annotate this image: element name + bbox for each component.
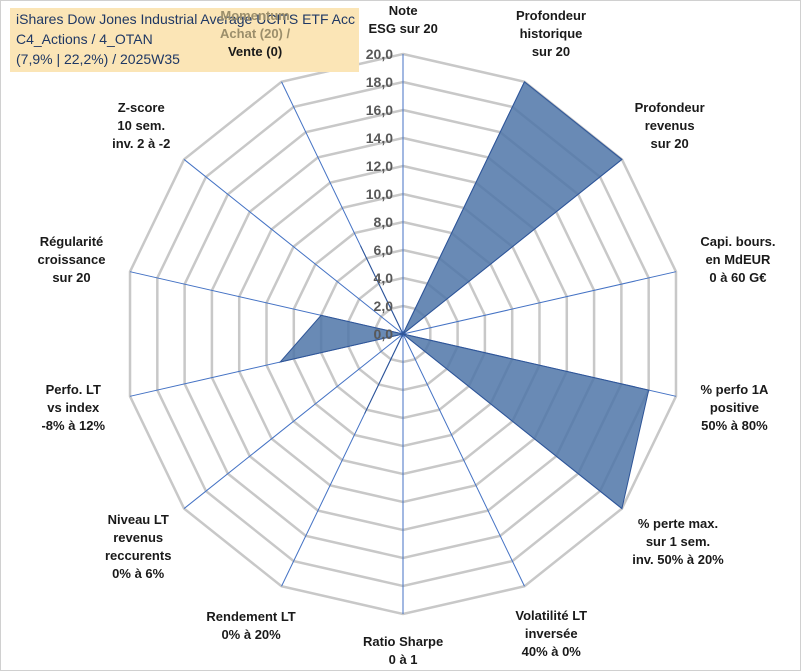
axis-label-line: -8% à 12% [41,418,106,434]
axis-label-line: inv. 2 à -2 [112,136,171,152]
axis-label: Z-score 10 sem. inv. 2 à -2 [112,99,170,153]
axis-label-line: reccurents [104,548,172,564]
tick-label: 8,0 [374,214,394,230]
axis-label: Profondeur historique sur 20 [516,7,586,61]
axis-label-line: sur 20 [531,43,571,59]
tick-label: 2,0 [374,298,394,314]
tick-label: 12,0 [366,158,393,174]
axis-label-line: sur 20 [52,269,91,285]
chart-title-line2: C4_Actions / 4_OTAN [16,31,153,47]
axis-label-line: revenus [113,530,164,546]
axis-label-line: croissance [37,251,106,267]
axis-label-line: Capi. bours. [700,233,776,249]
axis-spoke [402,333,525,587]
tick-label: 4,0 [374,270,394,286]
axis-spoke [183,333,404,509]
axis-label-line: Volatilité LT [515,608,588,624]
axis-label: Capi. bours. en MdEUR 0 à 60 G€ [700,233,775,287]
tick-label: 6,0 [374,242,394,258]
axis-label: % perte max. sur 1 sem. inv. 50% à 20% [632,515,724,569]
axis-label-line: Rendement LT [206,608,296,624]
axis-label-line: Profondeur [515,7,587,23]
axis-label: % perfo 1A positive 50% à 80% [700,381,768,435]
axis-label-line: 0% à 20% [221,626,281,642]
axis-label-line: Z-score [117,100,165,116]
tick-label: 14,0 [366,130,393,146]
axis-spoke [402,271,677,335]
axis-label-line: vs index [47,400,100,416]
axis-label-line: sur 1 sem. [645,533,711,549]
tick-label: 16,0 [366,102,393,118]
axis-label-line: Achat (20) / [220,25,291,41]
axis-label: Note ESG sur 20 [369,2,438,38]
axis-label-line: en MdEUR [705,251,771,267]
tick-label: 20,0 [366,46,393,62]
axis-label-line: revenus [644,118,695,134]
chart-title-line1: iShares Dow Jones Industrial Average UCI… [16,11,355,27]
tick-label: 0,0 [374,326,394,342]
axis-label-line: Vente (0) [227,43,283,59]
axis-label-line: 40% à 0% [521,644,581,660]
axis-label-line: % perte max. [637,515,719,531]
axis-label-line: 0 à 1 [388,652,418,667]
axis-label-line: Momentum [220,7,290,23]
axis-label: Rendement LT 0% à 20% [206,608,295,644]
axis-spoke [183,159,404,335]
axis-label-line: 50% à 80% [701,418,768,434]
tick-label: 18,0 [366,74,393,90]
axis-label: Volatilité LT inversée 40% à 0% [515,607,587,661]
axis-label-line: inv. 50% à 20% [632,551,724,567]
axis-label-line: historique [519,25,583,41]
axis-label-line: positive [709,400,759,416]
axis-label-line: 0 à 60 G€ [709,269,767,285]
series-area [278,80,650,510]
axis-label-line: Perfo. LT [45,382,101,398]
axis-label-line: Ratio Sharpe [363,634,444,649]
chart-title-line3: (7,9% | 22,2%) / 2025W35 [16,51,180,67]
chart-title-box: iShares Dow Jones Industrial Average UCI… [10,8,359,72]
axis-label-line: 0% à 6% [112,566,165,582]
axis-label-line: ESG sur 20 [368,21,438,36]
axis-label: Perfo. LT vs index -8% à 12% [41,381,105,435]
axis-label-line: inversée [524,626,578,642]
axis-label: Ratio Sharpe 0 à 1 [363,633,443,669]
axis-label-line: 10 sem. [117,118,166,134]
axis-label-line: Profondeur [634,100,705,116]
axis-label: Profondeur revenus sur 20 [635,99,705,153]
axis-label: Niveau LT revenus reccurents 0% à 6% [105,511,171,583]
axis-label-line: sur 20 [650,136,689,152]
axis-label-line: Note [388,3,418,18]
axis-label: Régularité croissance sur 20 [38,233,106,287]
radial-tick-labels: 0,0 2,0 4,0 6,0 8,0 10,0 12,0 14,0 16,0 18,0 20,0 [366,46,393,342]
axis-label-line: % perfo 1A [700,382,769,398]
radar-series [278,80,650,510]
axis-label-line: Niveau LT [107,512,169,528]
tick-label: 10,0 [366,186,393,202]
axis-label-line: Régularité [39,233,104,249]
axis-label: Momentum Achat (20) / Vente (0) [220,7,290,61]
